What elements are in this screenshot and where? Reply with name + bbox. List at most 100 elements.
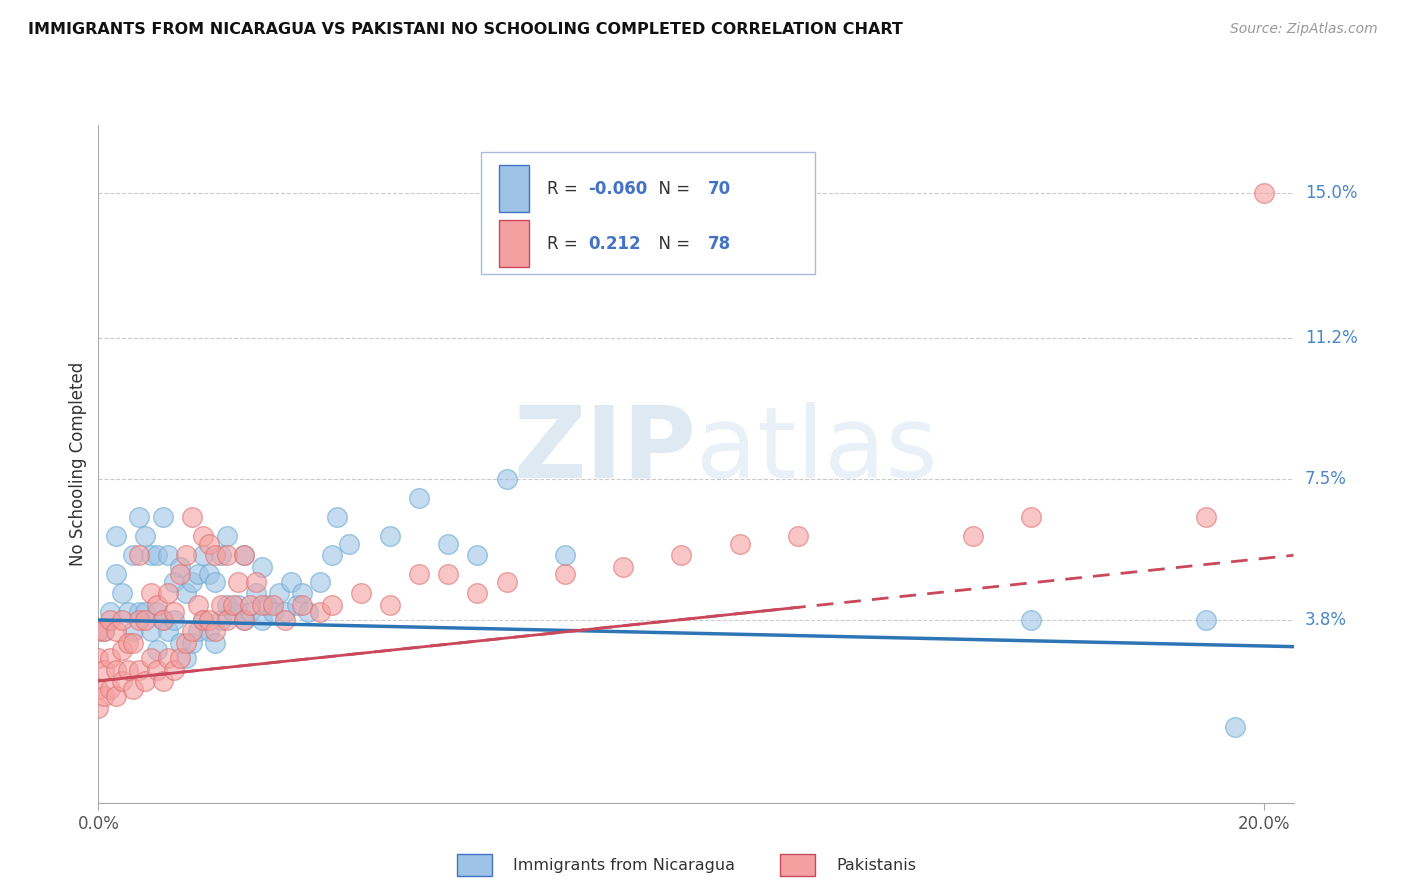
Bar [499,165,529,212]
Point [157,548,180,562]
Point [98,606,121,620]
Point [145,548,167,562]
Point [134,606,156,620]
Point [262,606,284,620]
Point [467,548,489,562]
Point [169,651,191,665]
Point [239,606,262,620]
Point [495,574,517,589]
Point [145,598,167,612]
Point [152,673,174,688]
Point [337,537,360,551]
Text: N =: N = [648,179,696,198]
Point [193,613,215,627]
Point [163,606,186,620]
Y-axis label: No Schooling Completed: No Schooling Completed [69,362,87,566]
Point [145,643,167,657]
Point [180,574,202,589]
Text: 78: 78 [709,235,731,252]
Point [1019,613,1042,627]
Point [408,491,430,505]
Point [297,606,319,620]
Point [169,636,191,650]
Point [321,548,343,562]
Point [93,624,115,639]
Point [128,606,150,620]
Text: N =: N = [648,235,696,252]
Point [186,624,208,639]
Point [215,548,238,562]
Point [163,613,186,627]
Point [104,689,127,703]
Point [174,636,197,650]
Point [186,598,208,612]
Point [291,598,314,612]
Text: Source: ZipAtlas.com: Source: ZipAtlas.com [1230,22,1378,37]
Point [104,624,127,639]
Text: R =: R = [547,235,588,252]
Point [152,510,174,524]
Point [157,586,180,600]
Text: atlas: atlas [696,401,938,499]
Point [93,624,115,639]
Point [787,529,810,543]
Point [128,510,150,524]
Point [87,700,110,714]
Text: R =: R = [547,179,582,198]
Point [274,606,297,620]
Point [437,537,460,551]
Point [134,529,156,543]
Point [467,586,489,600]
Point [128,548,150,562]
Point [671,548,693,562]
Point [163,663,186,677]
Point [186,567,208,582]
Point [152,613,174,627]
Point [228,598,250,612]
Point [209,548,232,562]
Point [104,529,127,543]
Point [174,651,197,665]
Point [193,613,215,627]
Point [495,472,517,486]
Point [221,606,243,620]
Point [139,624,162,639]
Point [104,663,127,677]
Point [139,586,162,600]
Text: 7.5%: 7.5% [1305,470,1347,488]
Point [139,651,162,665]
Point [87,651,110,665]
Point [408,567,430,582]
Point [152,613,174,627]
Point [111,673,134,688]
Text: ZIP: ZIP [513,401,696,499]
Point [215,598,238,612]
Point [256,598,278,612]
Point [204,548,226,562]
Point [245,586,267,600]
Point [274,613,297,627]
Point [262,598,284,612]
Text: -0.060: -0.060 [589,179,648,198]
Point [221,598,243,612]
Point [321,598,343,612]
Point [1253,186,1275,201]
Point [163,574,186,589]
Point [139,548,162,562]
Point [98,681,121,696]
Point [437,567,460,582]
Text: Immigrants from Nicaragua: Immigrants from Nicaragua [513,858,735,872]
Point [145,606,167,620]
Point [269,586,291,600]
Point [204,574,226,589]
Point [350,586,373,600]
Text: IMMIGRANTS FROM NICARAGUA VS PAKISTANI NO SCHOOLING COMPLETED CORRELATION CHART: IMMIGRANTS FROM NICARAGUA VS PAKISTANI N… [28,22,903,37]
Point [198,567,221,582]
Point [280,574,302,589]
Point [554,548,576,562]
Point [98,651,121,665]
Text: 70: 70 [709,179,731,198]
Point [239,598,262,612]
Point [93,689,115,703]
Point [204,624,226,639]
